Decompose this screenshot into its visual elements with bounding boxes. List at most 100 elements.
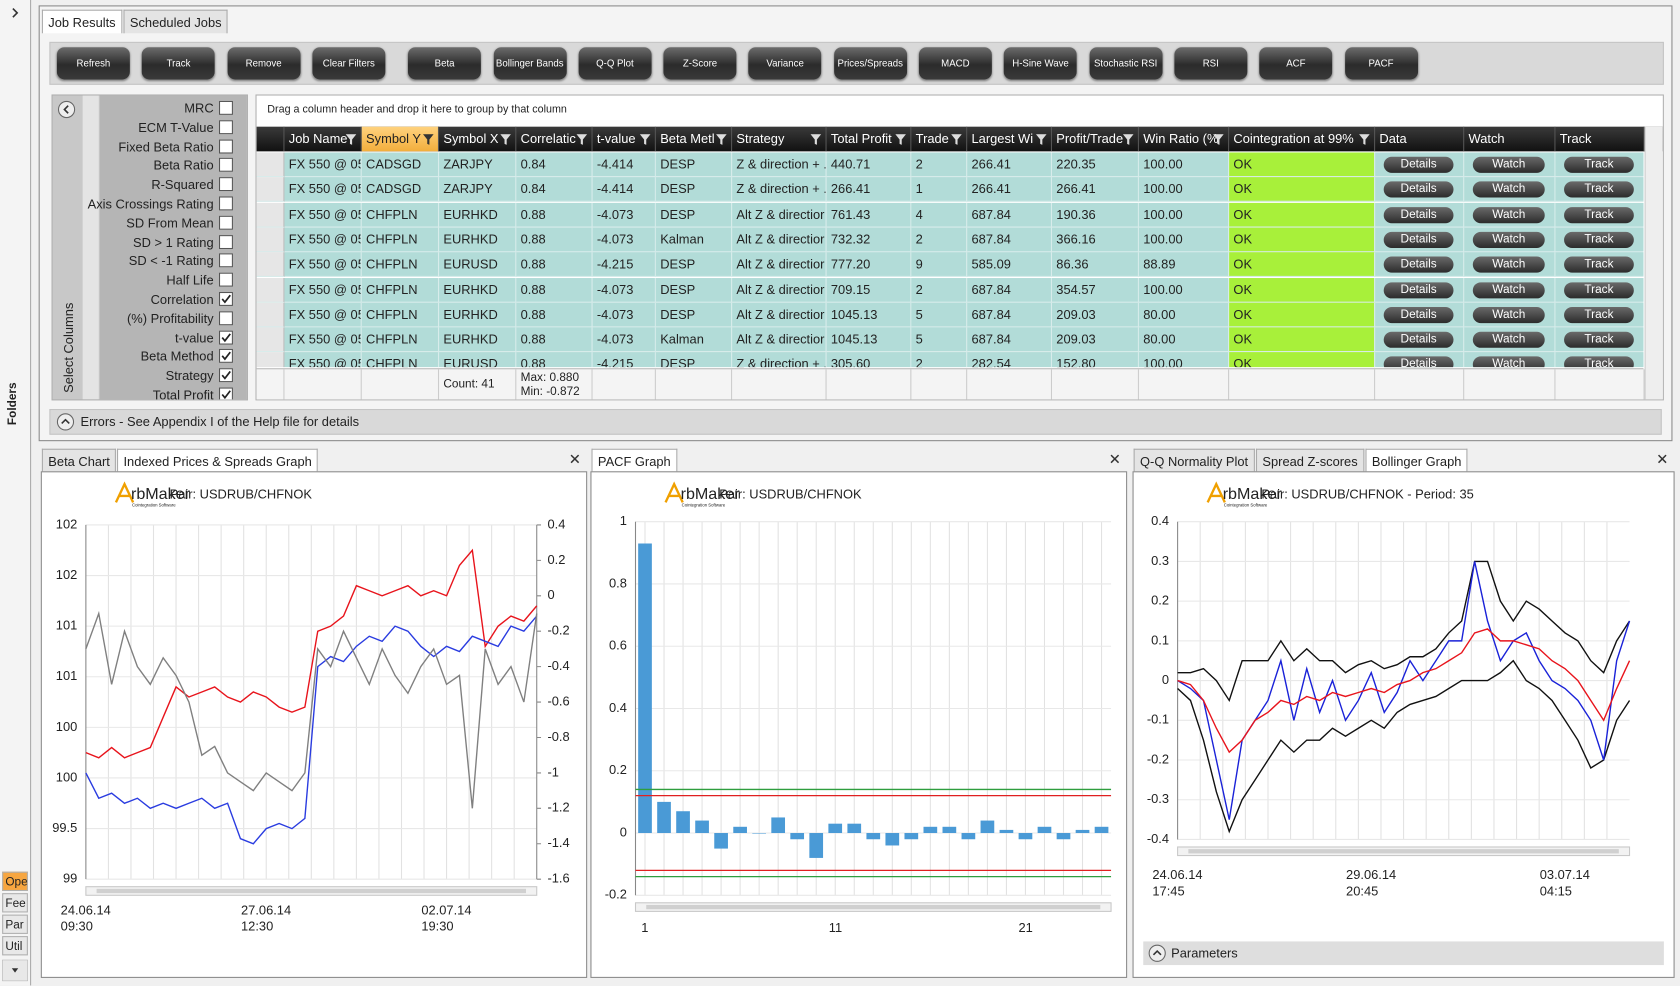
row-button[interactable]: Watch: [1472, 306, 1545, 323]
row-button[interactable]: Track: [1564, 206, 1634, 223]
toolbar-button[interactable]: Track: [142, 47, 216, 80]
row-button[interactable]: Watch: [1472, 206, 1545, 223]
tab[interactable]: PACF Graph: [591, 448, 678, 473]
column-header[interactable]: t-value: [593, 126, 656, 152]
toolbar-button[interactable]: MACD: [918, 47, 992, 80]
checkbox[interactable]: [218, 158, 233, 173]
sidebar-tab[interactable]: Util: [2, 936, 28, 956]
row-button[interactable]: Details: [1383, 206, 1454, 223]
row-button[interactable]: Watch: [1472, 156, 1545, 173]
grid-row[interactable]: FX 550 @ 05 CADSGD ZARJPY 0.84 -4.414 DESP Z &…: [256, 152, 1644, 178]
row-button[interactable]: Details: [1383, 231, 1454, 248]
checkbox[interactable]: [218, 100, 233, 115]
row-button[interactable]: Watch: [1472, 231, 1545, 248]
toolbar-button[interactable]: Prices/Spreads: [833, 47, 907, 80]
row-button[interactable]: Details: [1383, 256, 1454, 273]
column-header[interactable]: Correlatic: [516, 126, 593, 152]
checkbox[interactable]: [218, 234, 233, 249]
toolbar-button[interactable]: Z-Score: [663, 47, 737, 80]
toolbar-button[interactable]: Refresh: [56, 47, 130, 80]
sidebar-tab[interactable]: Fee: [2, 893, 28, 913]
toolbar-button[interactable]: Variance: [748, 47, 822, 80]
row-button[interactable]: Watch: [1472, 281, 1545, 298]
tab[interactable]: Beta Chart: [41, 448, 117, 473]
tab[interactable]: Spread Z-scores: [1255, 448, 1365, 473]
more-icon[interactable]: [2, 959, 28, 982]
parameters-bar[interactable]: Parameters: [1143, 941, 1664, 966]
row-button[interactable]: Track: [1564, 181, 1634, 198]
grid-row[interactable]: FX 550 @ 05 CHFPLN EURUSD 0.88 -4.215 DESP Z &…: [256, 352, 1644, 368]
checkbox[interactable]: [218, 311, 233, 326]
checkbox[interactable]: [218, 215, 233, 230]
grid-row[interactable]: FX 550 @ 05 CHFPLN EURHKD 0.88 -4.073 DESP Alt…: [256, 202, 1644, 228]
row-button[interactable]: Track: [1564, 156, 1634, 173]
row-button[interactable]: Track: [1564, 281, 1634, 298]
row-button[interactable]: Watch: [1472, 181, 1545, 198]
checkbox[interactable]: [218, 330, 233, 345]
column-header[interactable]: Cointegration at 99%: [1229, 126, 1376, 152]
column-header[interactable]: Data: [1375, 126, 1465, 152]
column-header[interactable]: Job Name: [284, 126, 362, 152]
checkbox[interactable]: [218, 139, 233, 154]
column-header[interactable]: Symbol X: [439, 126, 517, 152]
checkbox[interactable]: [218, 120, 233, 134]
expand-icon[interactable]: [9, 6, 22, 19]
grid-row[interactable]: FX 550 @ 05 CHFPLN EURHKD 0.88 -4.073 Kalman A…: [256, 327, 1644, 353]
toolbar-button[interactable]: H-Sine Wave: [1004, 47, 1078, 80]
tab[interactable]: Indexed Prices & Spreads Graph: [117, 448, 319, 473]
close-icon[interactable]: [570, 454, 581, 465]
row-button[interactable]: Watch: [1472, 356, 1545, 368]
toolbar-button[interactable]: Stochastic RSI: [1089, 47, 1163, 80]
toolbar-button[interactable]: Q-Q Plot: [578, 47, 652, 80]
toolbar-button[interactable]: Remove: [227, 47, 301, 80]
column-header[interactable]: Track: [1555, 126, 1645, 152]
row-button[interactable]: Details: [1383, 306, 1454, 323]
sidebar-tab[interactable]: Par: [2, 914, 28, 934]
row-button[interactable]: Track: [1564, 231, 1634, 248]
tab[interactable]: Q-Q Normality Plot: [1133, 448, 1255, 473]
checkbox[interactable]: [218, 196, 233, 211]
checkbox[interactable]: [218, 272, 233, 287]
row-button[interactable]: Details: [1383, 281, 1454, 298]
checkbox[interactable]: [218, 253, 233, 268]
tab[interactable]: Bollinger Graph: [1365, 448, 1468, 473]
column-header[interactable]: Total Profit: [827, 126, 912, 152]
row-button[interactable]: Watch: [1472, 331, 1545, 348]
close-icon[interactable]: [1110, 454, 1121, 465]
grid-row[interactable]: FX 550 @ 05 CHFPLN EURHKD 0.88 -4.073 DESP Alt…: [256, 277, 1644, 303]
grid-row[interactable]: FX 550 @ 05 CHFPLN EURHKD 0.88 -4.073 DESP Alt…: [256, 302, 1644, 328]
checkbox[interactable]: [218, 387, 233, 400]
checkbox[interactable]: [218, 291, 233, 306]
row-button[interactable]: Track: [1564, 331, 1634, 348]
row-button[interactable]: Details: [1383, 356, 1454, 368]
column-header[interactable]: Trade: [911, 126, 968, 152]
checkbox[interactable]: [218, 177, 233, 192]
tab[interactable]: Scheduled Jobs: [123, 9, 229, 34]
toolbar-button[interactable]: Beta: [408, 47, 482, 80]
row-button[interactable]: Details: [1383, 331, 1454, 348]
collapse-icon[interactable]: [57, 100, 76, 119]
checkbox[interactable]: [218, 349, 233, 364]
errors-bar[interactable]: Errors - See Appendix I of the Help file…: [49, 408, 1662, 435]
grid-row[interactable]: FX 550 @ 05 CHFPLN EURHKD 0.88 -4.073 Kalman A…: [256, 227, 1644, 253]
toolbar-button[interactable]: Clear Filters: [312, 47, 386, 80]
toolbar-button[interactable]: RSI: [1174, 47, 1248, 80]
row-button[interactable]: Track: [1564, 256, 1634, 273]
toolbar-button[interactable]: Bollinger Bands: [493, 47, 567, 80]
column-header[interactable]: Beta Metl: [656, 126, 733, 152]
toolbar-button[interactable]: PACF: [1344, 47, 1418, 80]
column-header[interactable]: Largest Wi: [967, 126, 1053, 152]
column-header[interactable]: Profit/Trade: [1052, 126, 1139, 152]
column-header[interactable]: Symbol Y: [361, 126, 440, 152]
row-button[interactable]: Track: [1564, 306, 1634, 323]
toolbar-button[interactable]: ACF: [1259, 47, 1333, 80]
sidebar-tab[interactable]: Ope: [2, 871, 28, 891]
close-icon[interactable]: [1657, 454, 1668, 465]
column-header[interactable]: Win Ratio (%: [1139, 126, 1230, 152]
row-button[interactable]: Watch: [1472, 256, 1545, 273]
checkbox[interactable]: [218, 368, 233, 383]
row-button[interactable]: Track: [1564, 356, 1634, 368]
column-header[interactable]: Watch: [1464, 126, 1556, 152]
column-header[interactable]: Strategy: [732, 126, 827, 152]
row-button[interactable]: Details: [1383, 181, 1454, 198]
